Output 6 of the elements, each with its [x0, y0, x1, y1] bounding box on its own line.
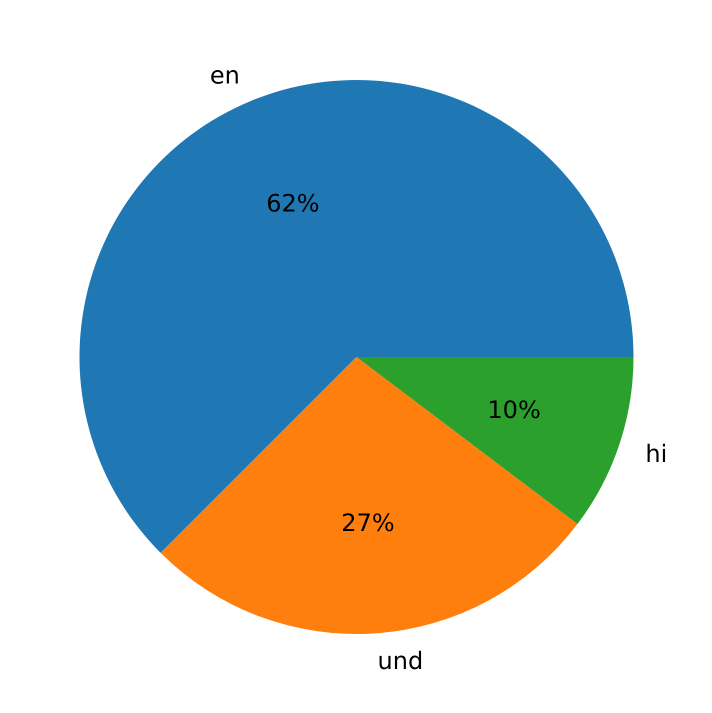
- slice-label: und: [378, 646, 424, 675]
- slice-label: en: [210, 61, 240, 90]
- data-label: 27%: [341, 508, 395, 537]
- data-label: 62%: [266, 189, 320, 218]
- data-label: 10%: [487, 396, 541, 424]
- slice-label: hi: [645, 440, 668, 468]
